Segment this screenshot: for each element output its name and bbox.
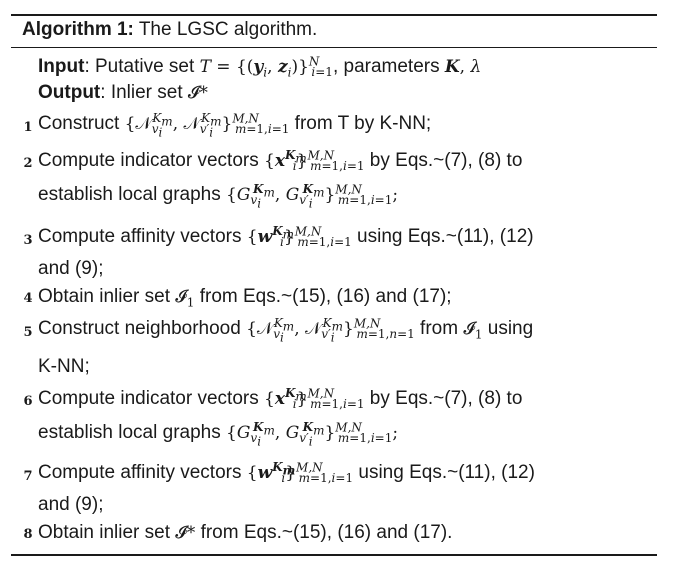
step-text: Compute indicator vectors [38, 150, 264, 171]
step-text-post: from Eqs.~(15), (16) and (17); [194, 286, 452, 307]
input-text: : Putative set [84, 56, 200, 77]
step-number: 7 [23, 469, 33, 484]
step-math: 𝓘* [175, 523, 196, 543]
step-text: Compute affinity vectors [38, 226, 247, 247]
step-text-cont: and (9); [38, 258, 104, 279]
input-set-math: T = {(yi, zi)}Ni=1 [199, 54, 333, 80]
step-number: 2 [23, 156, 33, 171]
step-number: 5 [23, 325, 33, 340]
output-line: Output: Inlier set 𝓘* [22, 82, 652, 108]
step-number: 8 [23, 527, 33, 542]
step-math: {𝒩viKm, 𝒩v′iKm}M,Nm=1,i=1 [124, 111, 290, 140]
algorithm-title: Algorithm 1: The LGSC algorithm. [22, 18, 317, 42]
input-params-math: K, λ [444, 57, 482, 77]
step-text-cont: and (9); [38, 494, 104, 515]
step-number: 1 [23, 120, 33, 135]
step-number: 4 [23, 291, 33, 306]
step-6: 6 Compute indicator vectors {xKmi}M,Nm=1… [22, 386, 652, 458]
step-text-post: from Eqs.~(15), (16) and (17). [195, 522, 453, 543]
step-text-cont: establish local graphs [38, 184, 221, 205]
output-label: Output [38, 82, 101, 103]
step-math-set: 𝓘1 [463, 319, 483, 342]
step-text-post: using Eqs.~(11), (12) [351, 226, 534, 247]
step-text: Compute indicator vectors [38, 388, 264, 409]
step-5: 5 Construct neighborhood {𝒩viKm, 𝒩v′iKm}… [22, 314, 652, 384]
step-text-post: by Eqs.~(7), (8) to [364, 150, 523, 171]
step-math: {xKmi}M,Nm=1,i=1 [264, 386, 365, 412]
step-math: {𝒩viKm, 𝒩v′iKm}M,Nm=1,n=1 [246, 316, 415, 345]
step-text: Obtain inlier set [38, 286, 176, 307]
step-text-post2: using [482, 318, 534, 339]
top-rule [11, 14, 657, 16]
output-set: 𝓘* [187, 83, 208, 103]
step-1: 1 Construct {𝒩viKm, 𝒩v′iKm}M,Nm=1,i=1 fr… [22, 108, 652, 148]
step-math: 𝓘1 [175, 287, 195, 310]
step-4: 4 Obtain inlier set 𝓘1 from Eqs.~(15), (… [22, 286, 652, 314]
step-math: {wKmi}M,Nm=1,i=1 [246, 224, 352, 250]
bottom-rule [11, 554, 657, 556]
step-text: Obtain inlier set [38, 522, 176, 543]
algorithm-label: Algorithm 1: [22, 19, 134, 40]
input-line: Input: Putative set T = {(yi, zi)}Ni=1, … [22, 54, 652, 84]
input-label: Input [38, 56, 85, 77]
step-math: {xKmi}M,Nm=1,i=1 [264, 148, 365, 174]
step-math-graphs: {GviKm, Gv′iKm}M,Nm=1,i=1; [226, 420, 399, 449]
title-rule [11, 47, 657, 48]
step-text-post: from T by K-NN; [289, 113, 432, 134]
step-text-post: by Eqs.~(7), (8) to [364, 388, 523, 409]
step-2: 2 Compute indicator vectors {xKmi}M,Nm=1… [22, 148, 652, 222]
step-text: Construct [38, 113, 125, 134]
step-text: Construct neighborhood [38, 318, 247, 339]
step-text-post: using Eqs.~(11), (12) [353, 462, 535, 483]
step-7: 7 Compute affinity vectors {wKmi}M,Nm=1,… [22, 460, 652, 522]
step-number: 6 [23, 394, 33, 409]
step-math-graphs: {GviKm, Gv′iKm}M,Nm=1,i=1; [226, 182, 399, 211]
step-8: 8 Obtain inlier set 𝓘* from Eqs.~(15), (… [22, 522, 652, 550]
step-text-cont: K-NN; [38, 356, 90, 377]
step-3: 3 Compute affinity vectors {wKmi}M,Nm=1,… [22, 224, 652, 286]
step-math: {wKmi}M,Nm=1,i=1 [246, 460, 354, 486]
step-text-post: from [414, 318, 464, 339]
algorithm-name: The LGSC algorithm. [138, 19, 318, 40]
step-number: 3 [23, 233, 33, 248]
input-params-text: , parameters [332, 56, 445, 77]
output-text: : Inlier set [100, 82, 188, 103]
step-text: Compute affinity vectors [38, 462, 247, 483]
step-text-cont: establish local graphs [38, 422, 221, 443]
